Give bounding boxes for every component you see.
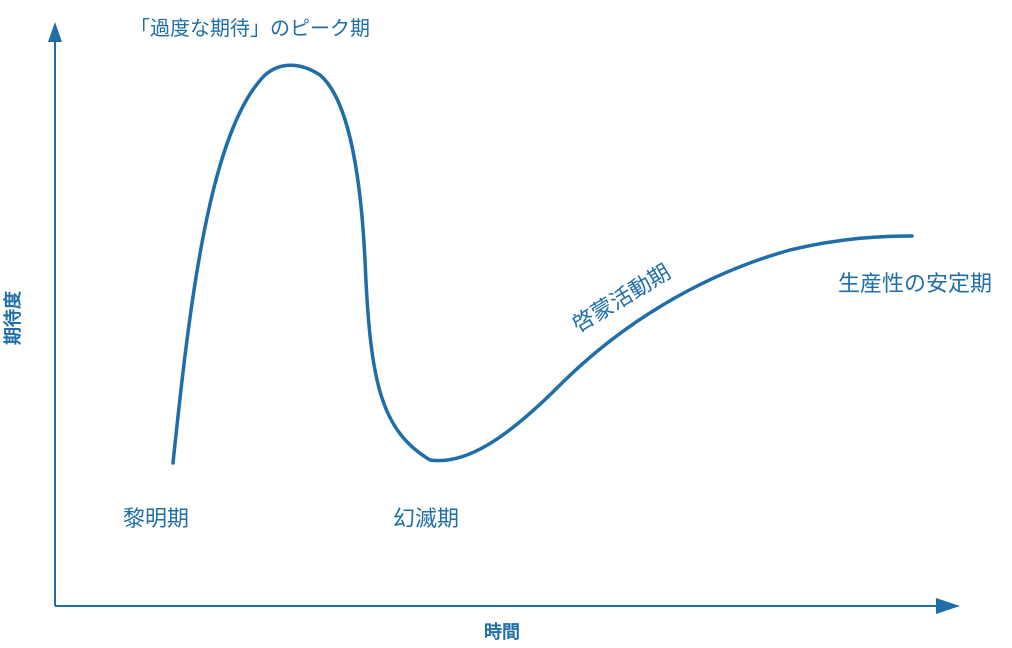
slope-label: 啓蒙活動期 (568, 260, 675, 338)
y-axis-label: 期待度 (2, 290, 24, 345)
y-axis-arrow-icon (48, 22, 62, 42)
x-axis-label: 時間 (484, 622, 520, 643)
x-axis-arrow-icon (936, 598, 960, 614)
trough-label: 幻滅期 (393, 507, 459, 532)
hype-curve (171, 63, 914, 465)
trigger-label: 黎明期 (123, 507, 189, 532)
plateau-label: 生産性の安定期 (838, 272, 992, 297)
peak-label: 「過度な期待」のピーク期 (130, 16, 370, 40)
axes (48, 22, 960, 614)
